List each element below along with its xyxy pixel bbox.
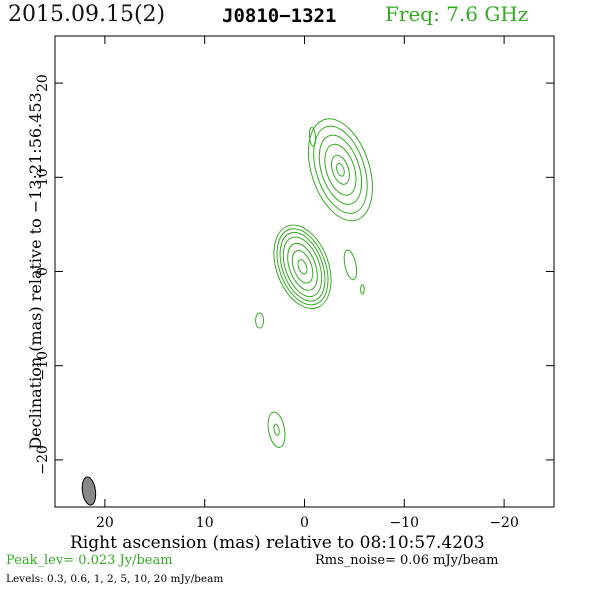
x-tick-label: 0 bbox=[300, 515, 309, 531]
y-tick-label: 10 bbox=[35, 168, 51, 186]
contour-component-blob-east bbox=[267, 411, 286, 448]
contour-line bbox=[324, 143, 357, 196]
contour-line bbox=[336, 162, 345, 177]
x-tick-label: −10 bbox=[390, 515, 420, 531]
contour-line bbox=[360, 284, 365, 295]
contour-component-blob-tiny bbox=[360, 284, 365, 295]
source-name: J0810−1321 bbox=[222, 5, 337, 27]
contour-line bbox=[276, 228, 329, 306]
rms-noise: Rms_noise= 0.06 mJy/beam bbox=[315, 553, 499, 568]
contour-line bbox=[318, 134, 363, 205]
contour-line bbox=[308, 126, 317, 147]
y-axis-label: Declination (mas) relative to −13:21:56.… bbox=[26, 92, 45, 449]
contour-levels: Levels: 0.3, 0.6, 1, 2, 5, 10, 20 mJy/be… bbox=[6, 573, 224, 585]
contour-component-jet bbox=[307, 118, 373, 222]
contour-line bbox=[273, 423, 280, 436]
x-tick-label: 20 bbox=[96, 515, 114, 531]
contour-line bbox=[279, 231, 326, 302]
x-tick-label: −20 bbox=[489, 515, 519, 531]
contour-component-blob-north bbox=[308, 126, 317, 147]
y-tick-label: −20 bbox=[35, 445, 51, 475]
beam-ellipse-group bbox=[81, 476, 97, 506]
x-axis-label: Right ascension (mas) relative to 08:10:… bbox=[70, 533, 485, 553]
contour-line bbox=[287, 242, 318, 291]
y-tick-label: 20 bbox=[35, 74, 51, 92]
y-tick-label: 0 bbox=[35, 267, 51, 276]
contour-line bbox=[307, 118, 373, 222]
contour-component-core bbox=[273, 224, 332, 309]
contour-line bbox=[282, 236, 323, 298]
contour-line bbox=[267, 411, 286, 448]
contour-line bbox=[331, 154, 350, 185]
y-tick-label: −10 bbox=[35, 351, 51, 381]
contour-component-blob-small-east bbox=[255, 312, 265, 329]
observation-date: 2015.09.15(2) bbox=[8, 2, 166, 27]
peak-level: Peak_lev= 0.023 Jy/beam bbox=[6, 553, 173, 568]
x-tick-label: 10 bbox=[196, 515, 214, 531]
frequency-label: Freq: 7.6 GHz bbox=[385, 2, 529, 26]
contour-line bbox=[313, 125, 368, 214]
contour-line bbox=[255, 312, 265, 329]
contour-line bbox=[273, 224, 332, 309]
plot-frame bbox=[54, 35, 555, 508]
contour-line bbox=[297, 259, 308, 275]
contour-line bbox=[343, 249, 358, 281]
contour-lines bbox=[255, 118, 373, 448]
beam-ellipse bbox=[81, 476, 97, 506]
contour-line bbox=[291, 250, 314, 284]
axis-ticks: 20 10 0 −10 −20 20 10 0 −10 −20 bbox=[35, 36, 554, 531]
contour-component-blob-west bbox=[343, 249, 358, 281]
